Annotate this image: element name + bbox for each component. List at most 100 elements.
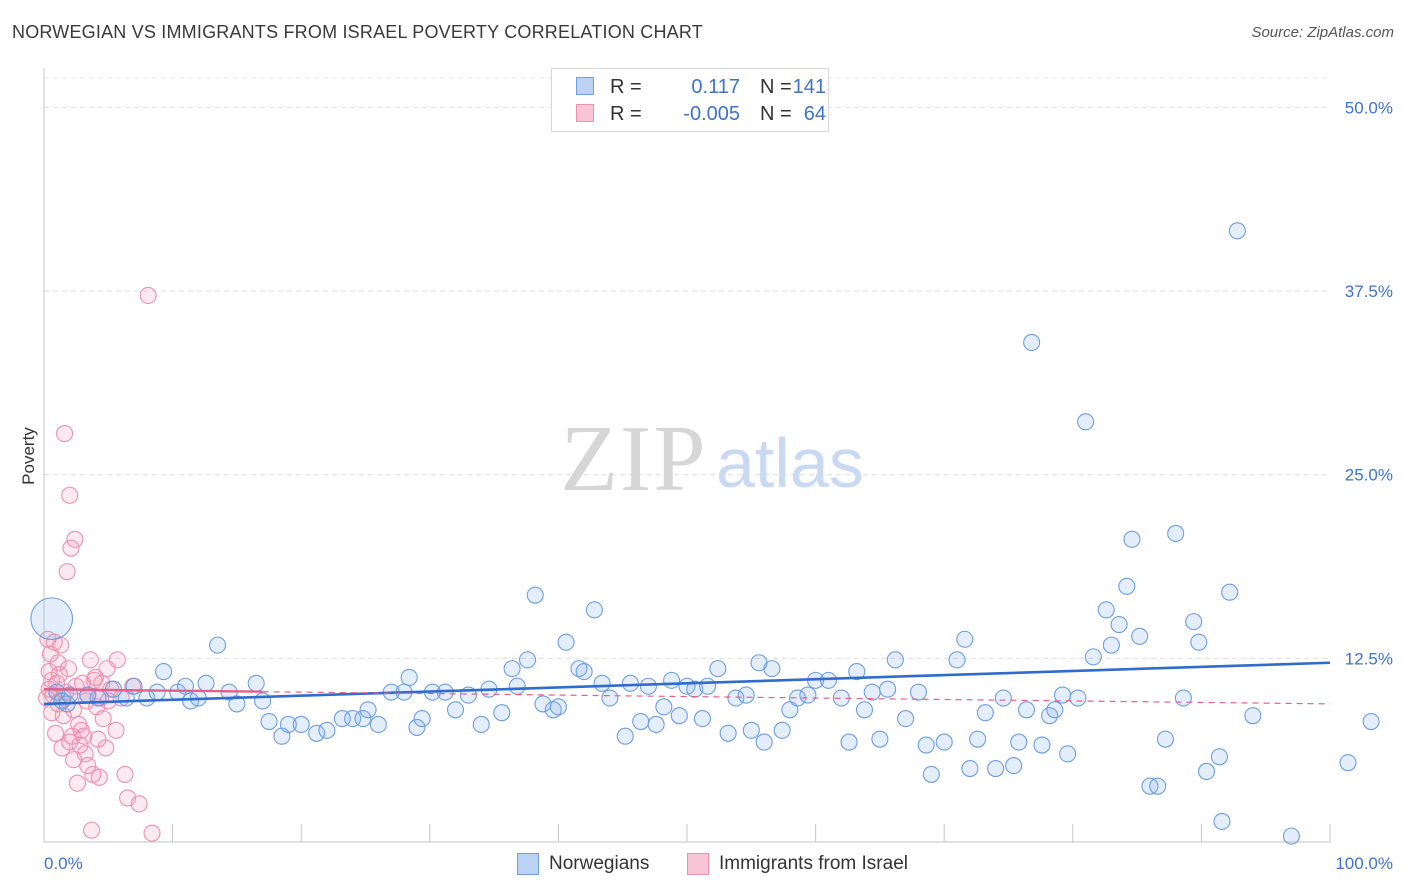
norwegian-point (956, 630, 974, 648)
norwegian-point (1118, 577, 1136, 595)
norwegian-point (209, 636, 227, 654)
norwegian-point (1110, 616, 1128, 634)
norwegian-point (693, 710, 711, 728)
norwegian-point (1149, 777, 1167, 795)
norwegian-point (344, 710, 362, 728)
norwegian-point (557, 633, 575, 651)
israel-point (81, 651, 99, 669)
x-tick-label-min: 0.0% (44, 854, 83, 873)
israel-point (58, 563, 76, 581)
norwegian-point (197, 674, 215, 692)
israel-trend-line-dashed (262, 691, 1331, 705)
israel-point (47, 724, 65, 742)
norwegian-point (922, 765, 940, 783)
norwegian-point (781, 701, 799, 719)
norwegian-point (292, 715, 310, 734)
israel-point (66, 530, 84, 548)
norwegian-point (616, 727, 634, 745)
israel-point (62, 539, 80, 557)
norwegians-trend-line (43, 661, 1331, 706)
norwegian-point (655, 698, 673, 716)
norwegian-point (819, 671, 838, 689)
israel-point (139, 286, 157, 304)
norwegian-point (359, 701, 377, 719)
norwegian-point (1244, 707, 1262, 725)
norwegian-point (1228, 222, 1246, 240)
norwegian-point (1059, 745, 1077, 763)
y-axis-label: Poverty (19, 427, 38, 485)
norwegian-point (709, 660, 727, 678)
norwegian-point (279, 715, 297, 734)
norwegian-point (125, 677, 143, 695)
norwegian-point (1190, 633, 1208, 651)
watermark-atlas: atlas (716, 424, 864, 502)
norwegian-point (1197, 762, 1216, 781)
legend-swatch-blue (517, 853, 539, 875)
norwegian-point (254, 692, 272, 710)
norwegian-point (1156, 730, 1174, 748)
norwegian-point (994, 689, 1012, 707)
norwegian-point (773, 721, 791, 739)
israel-point (79, 757, 97, 775)
legend-n-label: N = (760, 103, 792, 125)
norwegian-point (575, 663, 593, 681)
norwegian-point (1033, 736, 1051, 754)
legend-r-label: R = (610, 103, 642, 125)
norwegian-point (526, 586, 544, 604)
israel-point (116, 765, 134, 783)
norwegian-point (148, 683, 166, 701)
norwegian-point (585, 601, 603, 619)
norwegian-point (699, 677, 717, 695)
norwegian-point (840, 733, 858, 751)
israel-point (130, 795, 148, 813)
norwegian-point (976, 704, 994, 722)
legend-swatch-pink (576, 104, 594, 122)
series-norwegians (30, 222, 1380, 845)
norwegian-point (848, 663, 866, 681)
israel-point (143, 824, 161, 842)
norwegian-point (1010, 733, 1028, 751)
norwegian-point (1084, 648, 1102, 666)
norwegian-point (549, 698, 567, 716)
israel-point (86, 668, 104, 686)
norwegian-point (1339, 754, 1357, 772)
norwegian-point (727, 689, 745, 707)
norwegian-point (570, 660, 588, 678)
norwegian-point (621, 674, 639, 692)
norwegian-point (228, 695, 246, 713)
norwegian-point (260, 712, 278, 731)
norwegian-point (408, 718, 426, 736)
y-tick-label: 12.5% (1345, 649, 1393, 668)
norwegian-point (1174, 689, 1192, 707)
israel-point (71, 736, 89, 754)
norwegian-point (601, 689, 619, 707)
norwegian-point (1017, 701, 1036, 719)
norwegian-point (897, 710, 915, 728)
norwegian-point (518, 651, 537, 669)
norwegian-point (1185, 613, 1203, 631)
norwegian-point (670, 707, 688, 725)
legend-r-value: -0.005 (683, 103, 740, 125)
norwegian-point (318, 721, 336, 739)
tick-labels: 12.5% 25.0% 37.5% 50.0% 0.0% 100.0% (44, 98, 1393, 873)
norwegian-point (1046, 701, 1064, 719)
norwegian-point (639, 677, 657, 695)
norwegian-point (917, 736, 935, 754)
norwegian-point (1097, 601, 1115, 619)
norwegian-point (647, 715, 665, 734)
norwegian-point (855, 701, 874, 719)
norwegian-point (1077, 413, 1095, 431)
norwegian-point (1005, 757, 1023, 775)
norwegian-point (1282, 827, 1300, 845)
norwegian-point (508, 677, 526, 695)
norwegian-point (948, 651, 966, 669)
israel-point (90, 768, 108, 786)
norwegian-point (30, 597, 74, 641)
norwegian-point (1362, 712, 1380, 731)
norwegian-point (1123, 530, 1141, 548)
norwegian-point (308, 724, 326, 742)
norwegian-point (935, 733, 953, 751)
israel-point (107, 721, 125, 739)
norwegian-point (1221, 583, 1239, 601)
x-tick-label-max: 100.0% (1335, 854, 1393, 873)
